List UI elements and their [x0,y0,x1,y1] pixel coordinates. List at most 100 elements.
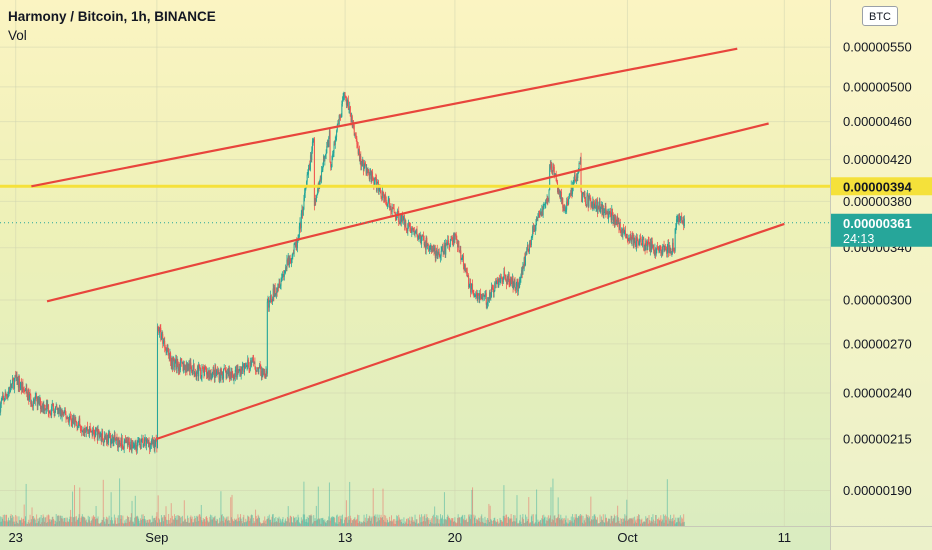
volume-bar [681,518,683,526]
candle-body [441,249,443,251]
volume-bar [619,523,621,526]
candle-body [627,240,629,242]
candle-body [645,240,647,251]
candle-body [283,274,285,277]
candle-body [443,244,445,252]
candle-body [661,250,663,255]
volume-bar [473,514,475,526]
volume-bar [152,521,154,526]
candle-body [47,404,49,413]
volume-bar [525,521,527,526]
candle-body [296,239,298,248]
volume-bar [7,521,9,526]
volume-bar [665,520,667,526]
volume-bar [407,518,409,526]
candle-body [613,217,615,222]
volume-bar [0,516,2,526]
drawings[interactable] [0,47,830,440]
candle-body [423,240,425,246]
candle-body [162,342,164,344]
last-price-label: 0.00000361 [843,216,912,231]
candle-body [8,389,10,392]
candle-body [232,375,234,381]
candle-body [583,193,585,196]
candle-body [591,202,593,207]
volume-bar [651,517,653,526]
trendline-channel-upper[interactable] [31,47,738,188]
candle-body [674,250,676,252]
volume-bar [351,520,353,526]
volume-bar [437,515,439,526]
candle-body [141,438,143,440]
price-axis-panel[interactable] [830,0,932,550]
volume-bar [203,519,205,526]
currency-button[interactable]: BTC [862,6,898,26]
volume-bar [631,517,633,526]
candle-body [378,187,380,191]
volume-bar [323,521,325,526]
volume-bar [679,515,681,526]
volume-bar [360,521,362,526]
candle-body [106,435,108,443]
candle-body [183,364,185,370]
candle-body [462,255,464,258]
volume-bar [34,517,36,526]
volume-bar [194,515,196,526]
volume-bar [182,521,184,526]
candle-body [612,213,614,222]
volume-bar [441,517,443,526]
candle-body [579,163,581,165]
volume-bar [382,488,384,526]
candle-body [568,198,570,205]
candle-body [436,249,438,254]
last-price-label-bg [831,213,932,247]
candle-body [123,447,125,449]
volume-bar [681,517,683,526]
volume-bar [267,516,269,526]
candle-body [638,241,640,245]
volume-bar [610,515,612,526]
volume-bar [470,518,472,526]
candle-body [430,246,432,248]
candle-body [220,370,222,378]
volume-bar [291,521,293,526]
volume-bar [200,504,202,526]
volume-bar [298,517,300,526]
volume-bar [502,515,504,526]
volume-bar [640,519,642,526]
volume-bar [670,518,672,526]
volume-bar [413,521,415,526]
candle-body [215,367,217,374]
volume-bar [248,516,250,526]
candle-body [277,286,279,288]
volume-bar [232,519,234,526]
volume-bar [642,522,644,526]
volume-bar [111,520,113,526]
volume-bar [347,516,349,526]
candle-body [483,295,485,297]
volume-bar [253,521,255,526]
candle-body [80,429,82,431]
candle-body [272,288,274,300]
volume-bar [236,521,238,526]
price-tick-label: 0.00000190 [843,483,912,498]
volume-bar [317,486,319,526]
candle-body [585,201,587,205]
candle-body [40,398,42,410]
volume-bar [514,515,516,526]
candle-body [341,100,343,104]
volume-bar [260,523,262,526]
volume-bar [45,522,47,526]
candle-body [499,281,501,283]
volume-bar [71,522,73,526]
candle-body [294,243,296,247]
trendline-channel-lower[interactable] [156,222,785,440]
candle-body [115,440,117,442]
candle-body [200,377,202,379]
candle-body [506,277,508,285]
candle-body [60,409,62,416]
trendline-channel-middle[interactable] [46,122,769,303]
volume-bar [465,519,467,526]
